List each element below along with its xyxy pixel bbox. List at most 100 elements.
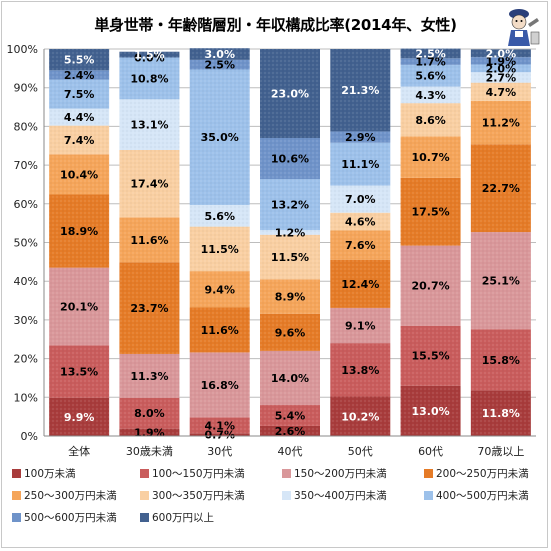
bar-segment-texture (49, 194, 110, 268)
legend-item: 250～300万円未満 (12, 488, 117, 503)
bar-segment-texture (189, 48, 250, 60)
bar-segment-texture (49, 79, 110, 109)
bar-segment-texture (119, 150, 180, 218)
bar-segment-texture (260, 279, 320, 314)
data-label: 4.6% (345, 216, 376, 229)
bar-segment-texture (400, 48, 461, 59)
bar-segment-texture (470, 144, 531, 233)
bar-segment-texture (400, 86, 461, 104)
data-label: 13.1% (130, 119, 168, 132)
bar-segment-texture (330, 307, 391, 344)
data-label: 20.7% (411, 280, 449, 293)
legend-swatch (282, 491, 291, 500)
data-label: 11.6% (201, 324, 239, 337)
bar-segment-texture (119, 428, 180, 436)
bar-segment-texture (260, 138, 320, 180)
bar-segment-texture (400, 64, 461, 87)
y-tick-label: 90% (14, 82, 38, 95)
bar-segment-texture (470, 64, 531, 73)
bar-segment-texture (260, 234, 320, 280)
data-label: 9.1% (345, 320, 376, 333)
bar-segment-texture (470, 232, 531, 330)
x-tick-label: 30代 (207, 445, 232, 458)
data-label: 2.7% (486, 71, 517, 84)
data-label: 2.0% (486, 47, 517, 60)
legend-item: 200～250万円未満 (424, 466, 529, 481)
data-label: 13.2% (271, 199, 309, 212)
data-label: 1.5% (134, 49, 165, 62)
y-tick-label: 10% (14, 391, 38, 404)
data-label: 16.8% (201, 379, 239, 392)
data-label: 9.9% (64, 411, 95, 424)
y-tick-label: 100% (7, 43, 38, 56)
legend-swatch (140, 491, 149, 500)
legend-label: 400～500万円未満 (436, 490, 529, 502)
data-label: 17.4% (130, 178, 168, 191)
data-label: 3.0% (204, 48, 235, 61)
bar-segment-texture (189, 307, 250, 353)
bar-segment-texture (260, 230, 320, 235)
legend-item: 350～400万円未満 (282, 488, 387, 503)
bar-segment-texture (49, 345, 110, 398)
y-tick-label: 0% (21, 430, 38, 443)
data-label: 21.3% (341, 84, 379, 97)
data-label: 25.1% (482, 275, 520, 288)
data-label: 7.5% (64, 88, 95, 101)
data-label: 2.5% (204, 59, 235, 72)
bar-segment-texture (400, 325, 461, 386)
data-label: 11.8% (482, 407, 520, 420)
legend-swatch (424, 469, 433, 478)
x-tick-label: 60代 (418, 445, 443, 458)
legend-item: 400～500万円未満 (424, 488, 529, 503)
data-label: 2.4% (64, 69, 95, 82)
data-label: 11.5% (271, 251, 309, 264)
bar-segment-texture (189, 226, 250, 272)
bar-segment-texture (470, 100, 531, 145)
bar-segment-texture (260, 179, 320, 231)
bar-segment-texture (260, 350, 320, 406)
bar-segment-texture (470, 72, 531, 83)
data-label: 15.5% (411, 350, 449, 363)
mascot-logo-icon (508, 9, 540, 46)
data-label: 10.2% (341, 410, 379, 423)
bar-segment-texture (189, 352, 250, 418)
data-label: 11.2% (482, 117, 520, 130)
data-label: 2.0% (486, 62, 517, 75)
legend-swatch (12, 491, 21, 500)
bar-segment-texture (400, 136, 461, 178)
bar-segment-texture (49, 49, 110, 71)
data-label: 2.9% (345, 131, 376, 144)
bar-segment-texture (119, 57, 180, 100)
legend-swatch (12, 469, 21, 478)
bar-segment-texture (119, 51, 180, 58)
data-label: 11.5% (201, 243, 239, 256)
y-tick-label: 40% (14, 275, 38, 288)
data-label: 8.6% (415, 114, 446, 127)
legend-item: 300～350万円未満 (140, 488, 245, 503)
bar-segment-texture (189, 204, 250, 227)
bar-segment-texture (470, 390, 531, 436)
bar-segment-texture (470, 329, 531, 391)
data-label: 13.0% (411, 405, 449, 418)
y-tick-label: 20% (14, 353, 38, 366)
bar-segment-texture (330, 185, 391, 213)
data-label: 1.7% (415, 56, 446, 69)
chart-title: 単身世帯・年齢階層別・年収構成比率(2014年、女性) (94, 16, 457, 34)
bar-segment-texture (330, 49, 391, 132)
data-label: 5.5% (64, 54, 95, 67)
y-tick-label: 70% (14, 159, 38, 172)
data-label: 7.4% (64, 134, 95, 147)
bar-segment-texture (49, 267, 110, 346)
data-label: 20.1% (60, 301, 98, 314)
x-tick-label: 50代 (348, 445, 373, 458)
legend-label: 350～400万円未満 (294, 490, 387, 502)
bar-segment-texture (49, 125, 110, 155)
bar-segment-texture (400, 177, 461, 246)
bar-segment-texture (400, 245, 461, 326)
bar-segment-texture (400, 385, 461, 436)
legend-item: 100万未満 (12, 466, 76, 481)
bar-segment-texture (330, 142, 391, 186)
bar-segment-texture (330, 131, 391, 143)
legend-swatch (140, 469, 149, 478)
